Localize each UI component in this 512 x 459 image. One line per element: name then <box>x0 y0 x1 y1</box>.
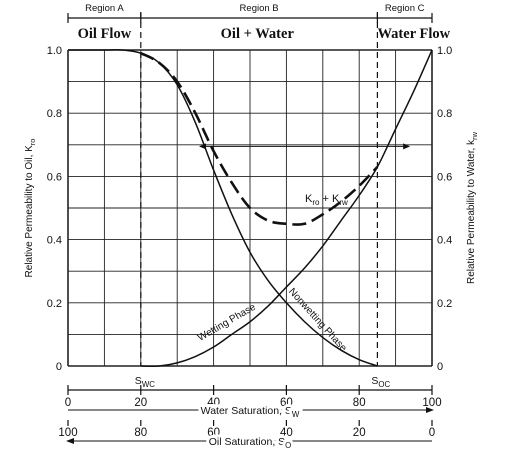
oil-tick-label: 80 <box>134 427 147 439</box>
y-tick-left: 0.6 <box>47 171 62 183</box>
water-tick-label: 80 <box>353 397 366 409</box>
y-tick-right: 0.6 <box>437 171 452 183</box>
flow-label: Oil + Water <box>221 26 295 42</box>
region-label: Region C <box>385 3 425 14</box>
series-line-wetting-phase <box>140 49 433 367</box>
y-tick-left: 0.2 <box>47 298 62 310</box>
region-label: Region B <box>240 3 279 14</box>
water-direction-arrow <box>426 407 434 413</box>
y-tick-right: 0.4 <box>437 235 452 247</box>
y-tick-left: 0.4 <box>47 235 62 247</box>
oil-tick-label: 60 <box>207 427 220 439</box>
region-bar: Region A Region B Region C <box>67 3 433 23</box>
marker-label: SOC <box>371 375 390 389</box>
oil-direction-arrow <box>66 438 74 444</box>
curve-label-sum: Kro + Krw <box>305 193 348 207</box>
y-tick-left: 0 <box>56 361 62 373</box>
oil-tick-label: 100 <box>58 427 77 439</box>
axes: 0 0 0.2 0.2 0.4 0.4 0.6 0.6 0.8 0.8 1.0 1.0 Relative… <box>24 45 479 453</box>
y-tick-left: 0.8 <box>47 108 62 120</box>
series-line-nonwetting-phase <box>68 49 378 367</box>
series-line-kro-krw <box>140 51 379 226</box>
flow-labels: Oil Flow Oil + Water Water Flow <box>78 26 451 42</box>
water-tick-label: 100 <box>422 397 441 409</box>
marker-label: SWC <box>135 375 155 389</box>
oil-tick-label: 20 <box>353 427 366 439</box>
curves <box>68 49 433 367</box>
y-tick-left: 1.0 <box>47 45 62 57</box>
grid <box>67 49 433 367</box>
y-tick-right: 0 <box>437 361 443 373</box>
flow-label: Oil Flow <box>78 26 132 42</box>
y-tick-right: 1.0 <box>437 45 452 57</box>
water-tick-label: 60 <box>280 397 293 409</box>
region-arrow-left <box>199 143 207 150</box>
region-arrow-right <box>403 143 411 150</box>
y-axis-label-right: Relative Permeability to Water, krw <box>466 131 479 284</box>
flow-label: Water Flow <box>377 26 450 42</box>
y-axis-label-left: Relative Permeability to Oil, Kro <box>24 139 37 278</box>
water-tick-label: 0 <box>65 397 71 409</box>
water-tick-label: 20 <box>134 397 147 409</box>
curve-label-nonwetting-phase: Nonwetting Phase <box>286 286 349 354</box>
y-tick-right: 0.2 <box>437 298 452 310</box>
water-tick-label: 40 <box>207 397 220 409</box>
water-axis-label: Water Saturation, SW <box>201 405 300 419</box>
y-tick-right: 0.8 <box>437 108 452 120</box>
oil-axis-label: Oil Saturation, SO <box>209 436 292 450</box>
region-label: Region A <box>85 3 124 14</box>
oil-tick-label: 40 <box>280 427 293 439</box>
oil-tick-label: 0 <box>429 427 435 439</box>
